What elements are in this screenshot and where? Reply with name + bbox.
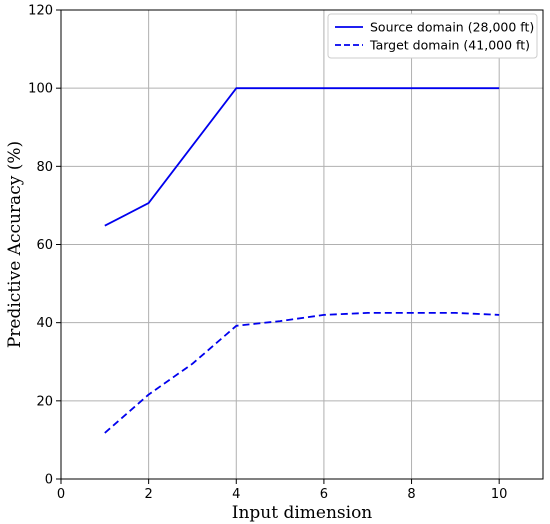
series-line-target: [104, 311, 500, 434]
y-tick-label: 40: [36, 316, 53, 331]
series-lines: [104, 87, 500, 434]
x-tick-label: 0: [57, 487, 65, 502]
series-line-source: [104, 87, 500, 227]
y-tick-label: 100: [28, 82, 53, 97]
legend-box: [327, 13, 538, 59]
y-axis-title: Predictive Accuracy (%): [5, 141, 25, 348]
y-tick-label: 60: [36, 238, 53, 253]
legend-label-target: Target domain (41,000 ft): [369, 38, 530, 53]
y-tick-label: 120: [28, 4, 53, 19]
legend: Source domain (28,000 ft) Target domain …: [327, 13, 538, 59]
x-tick-label: 6: [320, 487, 328, 502]
y-tick-label: 20: [36, 394, 53, 409]
legend-label-source: Source domain (28,000 ft): [370, 20, 534, 35]
x-tick-label: 8: [407, 487, 415, 502]
y-tick-label: 0: [45, 473, 53, 488]
y-tick-label: 80: [36, 160, 53, 175]
x-axis-title: Input dimension: [232, 503, 373, 523]
x-tick-label: 2: [144, 487, 152, 502]
x-tick-label: 10: [491, 487, 508, 502]
x-tick-label: 4: [232, 487, 240, 502]
